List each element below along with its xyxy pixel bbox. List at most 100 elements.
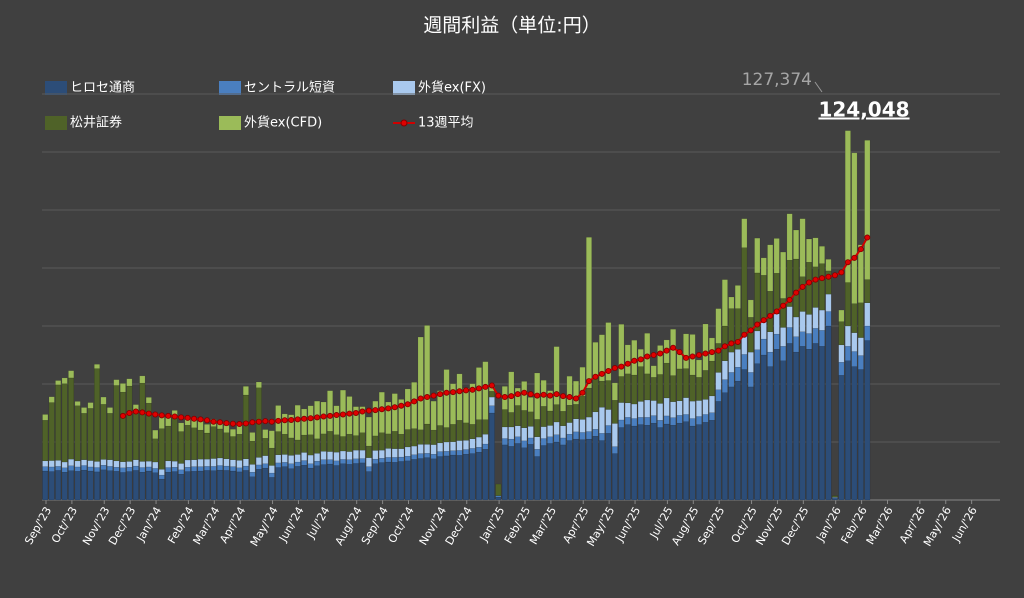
line-marker: [171, 413, 178, 420]
bar-segment: [437, 456, 444, 501]
bar-segment: [793, 336, 800, 353]
line-marker: [197, 416, 204, 423]
bar-segment: [767, 244, 774, 292]
line-marker: [760, 317, 767, 324]
bar-segment: [469, 424, 476, 440]
bar-segment: [378, 432, 385, 451]
bar-segment: [184, 467, 191, 472]
line-marker: [139, 409, 146, 416]
line-marker: [158, 412, 165, 419]
bar-segment: [650, 422, 657, 501]
bar-segment: [333, 465, 340, 501]
bar-segment: [320, 433, 327, 452]
line-marker: [288, 416, 295, 423]
bar-segment: [139, 467, 146, 473]
line-marker: [456, 388, 463, 395]
bar-segment: [281, 454, 288, 463]
bar-segment: [527, 444, 534, 501]
bar-segment: [773, 313, 780, 335]
line-marker: [844, 259, 851, 266]
bar-segment: [320, 459, 327, 465]
bar-segment: [864, 302, 871, 327]
bar-segment: [676, 400, 683, 416]
bar-segment: [152, 472, 159, 501]
bar-segment: [592, 436, 599, 501]
bar-segment: [132, 465, 139, 471]
bar-segment: [437, 425, 444, 444]
bar-segment: [378, 458, 385, 463]
line-marker: [437, 391, 444, 398]
bar-segment: [100, 396, 107, 405]
bar-segment: [391, 431, 398, 449]
bar-segment: [482, 361, 489, 420]
bar-segment: [715, 372, 722, 390]
bar-segment: [715, 401, 722, 501]
bar-segment: [728, 372, 735, 388]
line-marker: [268, 418, 275, 425]
bar-segment: [566, 433, 573, 441]
bar-segment: [767, 331, 774, 353]
bar-segment: [378, 462, 385, 501]
bar-segment: [204, 458, 210, 467]
bar-segment: [547, 425, 554, 437]
line-marker: [767, 312, 774, 319]
bar-segment: [223, 432, 230, 460]
legend-swatch: [393, 81, 415, 95]
line-marker: [683, 354, 690, 361]
bar-segment: [165, 467, 172, 473]
line-marker: [450, 389, 457, 396]
bar-segment: [586, 416, 592, 432]
bar-segment: [230, 436, 236, 460]
bar-segment: [55, 380, 62, 386]
bar-segment: [527, 397, 534, 413]
line-marker: [508, 393, 515, 400]
bar-segment: [262, 438, 269, 456]
bar-segment: [728, 296, 735, 309]
line-marker: [702, 350, 709, 357]
bar-segment: [301, 408, 308, 436]
bar-segment: [598, 407, 605, 434]
bar-segment: [534, 436, 541, 450]
bar-segment: [424, 453, 431, 458]
bar-segment: [683, 414, 689, 422]
bar-segment: [126, 471, 133, 501]
bar-segment: [540, 445, 547, 501]
bar-segment: [514, 436, 521, 444]
bar-segment: [760, 257, 767, 276]
bar-segment: [469, 383, 476, 425]
bar-segment: [488, 391, 495, 398]
bar-segment: [793, 229, 800, 260]
line-marker: [462, 387, 469, 394]
line-marker: [145, 410, 152, 417]
bar-segment: [670, 328, 677, 376]
bar-segment: [404, 460, 411, 501]
bar-segment: [372, 463, 379, 501]
bar-segment: [94, 471, 100, 501]
bar-segment: [573, 404, 579, 419]
bar-segment: [314, 465, 321, 501]
bar-segment: [709, 420, 715, 501]
bar-segment: [760, 338, 767, 356]
annotation: 127,374: [742, 70, 812, 90]
bar-segment: [430, 429, 437, 445]
bar-segment: [586, 237, 592, 389]
bar-segment: [210, 470, 217, 501]
line-marker: [838, 269, 845, 276]
bar-segment: [145, 397, 152, 404]
bar-segment: [275, 462, 282, 468]
bar-segment: [359, 432, 366, 451]
bar-segment: [411, 428, 418, 447]
bar-segment: [424, 457, 431, 501]
bar-segment: [372, 458, 379, 464]
bar-segment: [152, 438, 159, 463]
bar-segment: [754, 349, 761, 364]
bar-segment: [119, 472, 126, 501]
bar-segment: [301, 434, 308, 453]
bar-segment: [236, 433, 243, 461]
annotation: 124,048: [818, 98, 909, 122]
bar-segment: [184, 471, 191, 501]
bar-segment: [644, 373, 651, 401]
bar-segment: [158, 428, 165, 470]
bar-segment: [793, 316, 800, 337]
bar-segment: [463, 453, 469, 501]
